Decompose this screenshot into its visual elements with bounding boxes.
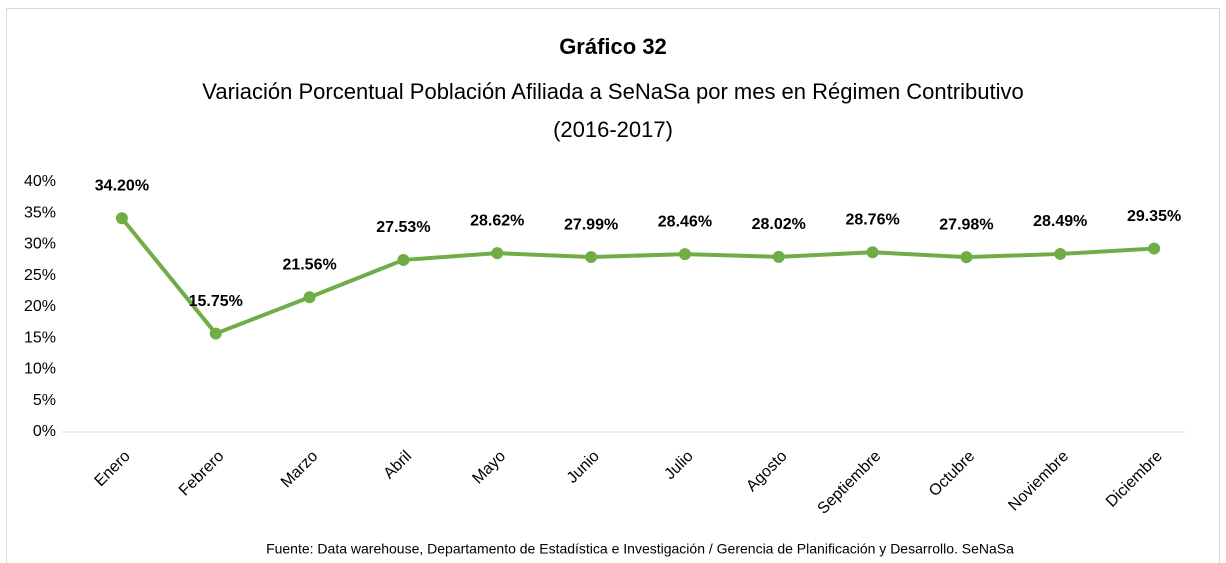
data-label: 15.75% [189,293,243,310]
y-tick-label: 0% [33,423,56,440]
data-point [866,246,879,259]
data-line [120,216,1155,336]
data-point [209,327,222,340]
y-tick-label: 15% [24,329,56,346]
chart-title: Gráfico 32 [559,34,667,59]
data-label: 28.76% [845,211,899,228]
data-point [678,248,691,261]
source-note: Fuente: Data warehouse, Departamento de … [266,541,1014,557]
y-tick-label: 30% [24,236,56,253]
data-label: 34.20% [95,177,149,194]
data-point [303,291,316,304]
data-point [585,251,598,264]
y-tick-label: 35% [24,204,56,221]
data-label: 27.98% [939,216,993,233]
y-tick-label: 20% [24,298,56,315]
data-label: 28.02% [752,216,806,233]
data-label: 21.56% [282,256,336,273]
data-label: 28.46% [658,213,712,230]
chart-subtitle: (2016-2017) [553,117,673,142]
y-tick-label: 10% [24,361,56,378]
chart-border [6,8,1220,563]
data-label: 29.35% [1127,208,1181,225]
y-tick-label: 25% [24,267,56,284]
data-point [397,253,410,266]
chart-subtitle: Variación Porcentual Población Afiliada … [202,79,1023,104]
data-point [772,250,785,263]
data-label: 27.53% [376,219,430,236]
data-point [1148,242,1161,255]
data-label: 28.62% [470,212,524,229]
data-point [960,251,973,264]
data-label: 28.49% [1033,213,1087,230]
y-tick-label: 5% [33,392,56,409]
data-label: 27.99% [564,216,618,233]
data-point [115,212,128,225]
data-point [1054,247,1067,260]
data-point [491,247,504,260]
y-tick-label: 40% [24,173,56,190]
